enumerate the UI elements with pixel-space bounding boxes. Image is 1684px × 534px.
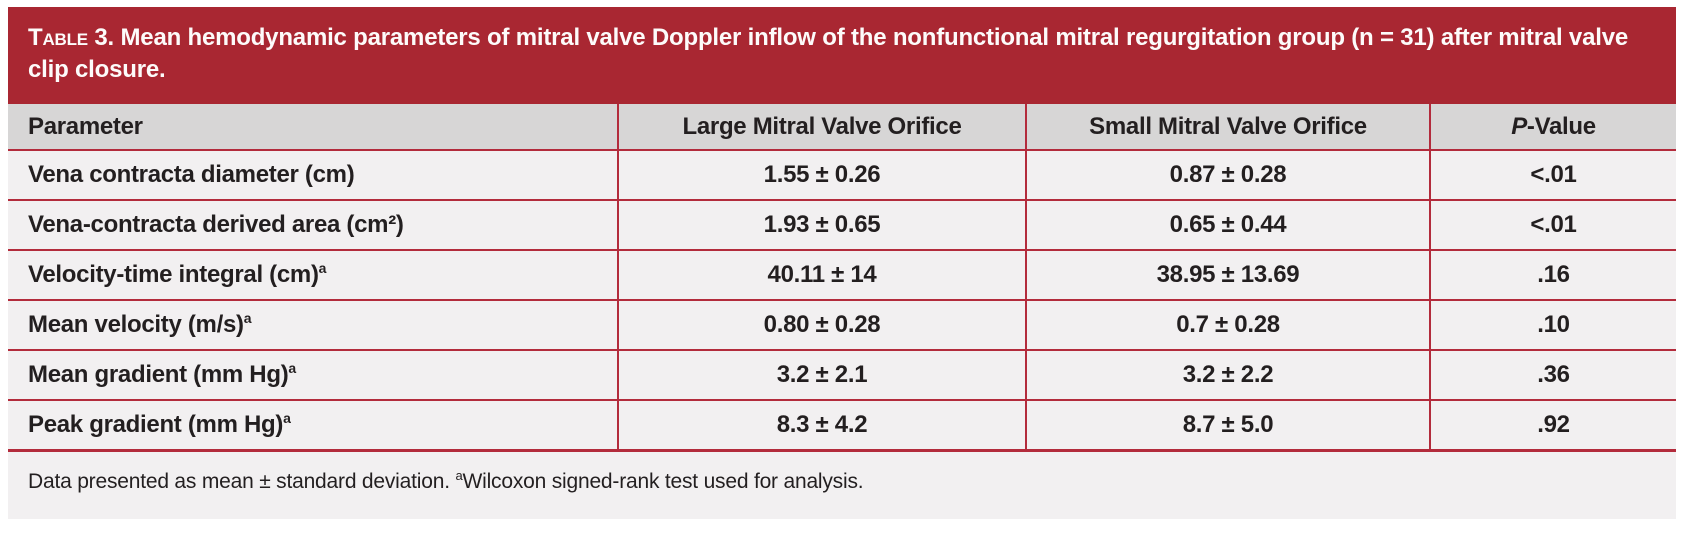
param-cell: Mean velocity (m/s)a: [8, 300, 618, 351]
column-header-parameter: Parameter: [8, 104, 618, 151]
large-orifice-cell: 1.93 ± 0.65: [617, 200, 1026, 251]
small-orifice-cell: 0.65 ± 0.44: [1025, 200, 1430, 251]
column-header-small-orifice: Small Mitral Valve Orifice: [1025, 104, 1430, 151]
p-value-cell: .36: [1429, 350, 1676, 401]
param-label: Velocity-time integral (cm): [28, 261, 319, 288]
large-orifice-cell: 8.3 ± 4.2: [617, 400, 1026, 452]
p-value-cell: .16: [1429, 250, 1676, 301]
table3-container: Table 3. Mean hemodynamic parameters of …: [8, 7, 1676, 519]
param-label: Vena-contracta derived area (cm²): [28, 211, 404, 238]
small-orifice-cell: 8.7 ± 5.0: [1025, 400, 1430, 452]
param-cell: Peak gradient (mm Hg)a: [8, 400, 618, 452]
table-footnote: Data presented as mean ± standard deviat…: [8, 451, 1676, 519]
footnote-marker: a: [283, 409, 291, 426]
small-orifice-cell: 0.87 ± 0.28: [1025, 150, 1430, 201]
footnote-marker: a: [243, 310, 252, 326]
header-row: Parameter Large Mitral Valve Orifice Sma…: [8, 104, 1676, 151]
table-row: Vena-contracta derived area (cm²) 1.93 ±…: [8, 200, 1676, 251]
p-value-cell: .92: [1429, 400, 1676, 452]
table-row: Velocity-time integral (cm)a 40.11 ± 14 …: [8, 250, 1676, 301]
param-cell: Vena contracta diameter (cm): [8, 150, 618, 201]
param-cell: Mean gradient (mm Hg)a: [8, 350, 618, 401]
small-orifice-cell: 0.7 ± 0.28: [1025, 300, 1430, 351]
footnote-text-2: Wilcoxon signed-rank test used for analy…: [462, 469, 864, 493]
hemodynamic-parameters-table: Parameter Large Mitral Valve Orifice Sma…: [8, 104, 1676, 452]
table-row: Peak gradient (mm Hg)a 8.3 ± 4.2 8.7 ± 5…: [8, 400, 1676, 452]
column-header-p-value: P-Value: [1429, 104, 1676, 151]
large-orifice-cell: 1.55 ± 0.26: [617, 150, 1026, 201]
large-orifice-cell: 40.11 ± 14: [617, 250, 1026, 301]
param-label: Mean gradient (mm Hg): [28, 361, 289, 388]
column-header-large-orifice: Large Mitral Valve Orifice: [617, 104, 1026, 151]
table-number-label: Table 3.: [28, 24, 115, 51]
footnote-marker: a: [288, 360, 296, 376]
p-value-italic-p: P: [1511, 112, 1527, 140]
param-label: Peak gradient (mm Hg): [28, 410, 284, 438]
large-orifice-cell: 0.80 ± 0.28: [617, 300, 1026, 351]
large-orifice-cell: 3.2 ± 2.1: [617, 350, 1026, 401]
p-value-cell: .10: [1429, 300, 1676, 351]
param-cell: Vena-contracta derived area (cm²): [8, 200, 618, 251]
small-orifice-cell: 38.95 ± 13.69: [1025, 250, 1430, 301]
table-title-bar: Table 3. Mean hemodynamic parameters of …: [8, 7, 1676, 104]
footnote-marker-a: a: [455, 467, 463, 483]
p-value-cell: <.01: [1429, 200, 1676, 251]
footnote-text-1: Data presented as mean ± standard deviat…: [28, 469, 456, 493]
param-label: Vena contracta diameter (cm): [28, 161, 355, 188]
p-value-cell: <.01: [1429, 150, 1676, 201]
param-label: Mean velocity (m/s): [28, 311, 244, 338]
table-row: Vena contracta diameter (cm) 1.55 ± 0.26…: [8, 150, 1676, 201]
table-title-text: Mean hemodynamic parameters of mitral va…: [28, 24, 1628, 83]
param-cell: Velocity-time integral (cm)a: [8, 250, 618, 301]
small-orifice-cell: 3.2 ± 2.2: [1025, 350, 1430, 401]
p-value-rest: -Value: [1526, 112, 1596, 140]
table-row: Mean gradient (mm Hg)a 3.2 ± 2.1 3.2 ± 2…: [8, 350, 1676, 401]
table-row: Mean velocity (m/s)a 0.80 ± 0.28 0.7 ± 0…: [8, 300, 1676, 351]
footnote-marker: a: [318, 260, 327, 276]
